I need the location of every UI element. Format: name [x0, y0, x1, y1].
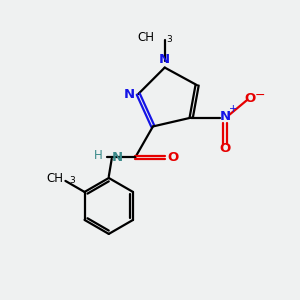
Text: O: O	[244, 92, 256, 105]
Text: O: O	[220, 142, 231, 155]
Text: 3: 3	[166, 35, 172, 44]
Text: O: O	[168, 151, 179, 164]
Text: +: +	[229, 104, 238, 114]
Text: 3: 3	[69, 176, 75, 185]
Text: CH: CH	[46, 172, 63, 185]
Text: N: N	[112, 151, 123, 164]
Text: N: N	[124, 88, 135, 100]
Text: CH: CH	[137, 31, 154, 44]
Text: H: H	[94, 149, 103, 162]
Text: N: N	[159, 53, 170, 66]
Text: −: −	[254, 89, 265, 102]
Text: N: N	[220, 110, 231, 123]
